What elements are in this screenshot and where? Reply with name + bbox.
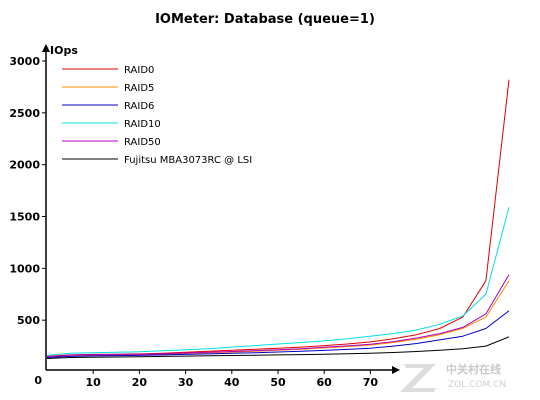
x-tick-label: 50 [270,376,286,389]
y-axis-arrow [42,44,50,52]
legend: RAID0 RAID5 RAID6 RAID10 RAID50 Fujitsu MBA30… [62,65,252,166]
x-tick-label: 40 [224,376,240,389]
x-tick-label: 30 [178,376,194,389]
x-origin-label: 0 [34,374,42,387]
y-tick-label: 3000 [9,55,40,68]
watermark-logo-icon [400,364,436,392]
y-tick-label: 1000 [9,262,40,275]
legend-label: RAID50 [124,137,161,148]
y-tick-label: 500 [17,314,40,327]
series-line-raid50 [46,274,510,358]
series-line-raid5 [46,280,510,358]
watermark: 中关村在线 ZOL.COM.CN [400,362,506,392]
series-line-raid0 [46,79,510,357]
y-axis-label: IOps [50,44,78,57]
watermark-name: 中关村在线 [446,362,501,376]
legend-label: RAID6 [124,101,154,112]
y-tick-label: 2500 [9,107,40,120]
x-tick-label: 70 [363,376,379,389]
x-tick-label: 20 [132,376,148,389]
series-line-fujitsu-mba3073rc-lsi [46,336,510,359]
legend-label: RAID0 [124,65,154,76]
y-tick-label: 2000 [9,159,40,172]
series-layer [46,79,510,359]
x-axis-arrow [392,366,400,374]
series-line-raid10 [46,207,510,356]
legend-label: Fujitsu MBA3073RC @ LSI [124,155,252,166]
legend-label: RAID5 [124,83,154,94]
x-tick-label: 10 [86,376,102,389]
axes: IOps 500 1000 1500 2000 2500 3000 10 20 30 40 50 60 7… [9,44,400,389]
y-tick-label: 1500 [9,211,40,224]
series-line-raid6 [46,310,510,358]
chart-title: IOMeter: Database (queue=1) [155,12,375,27]
x-tick-label: 60 [317,376,333,389]
legend-label: RAID10 [124,119,161,130]
watermark-url: ZOL.COM.CN [448,380,506,390]
